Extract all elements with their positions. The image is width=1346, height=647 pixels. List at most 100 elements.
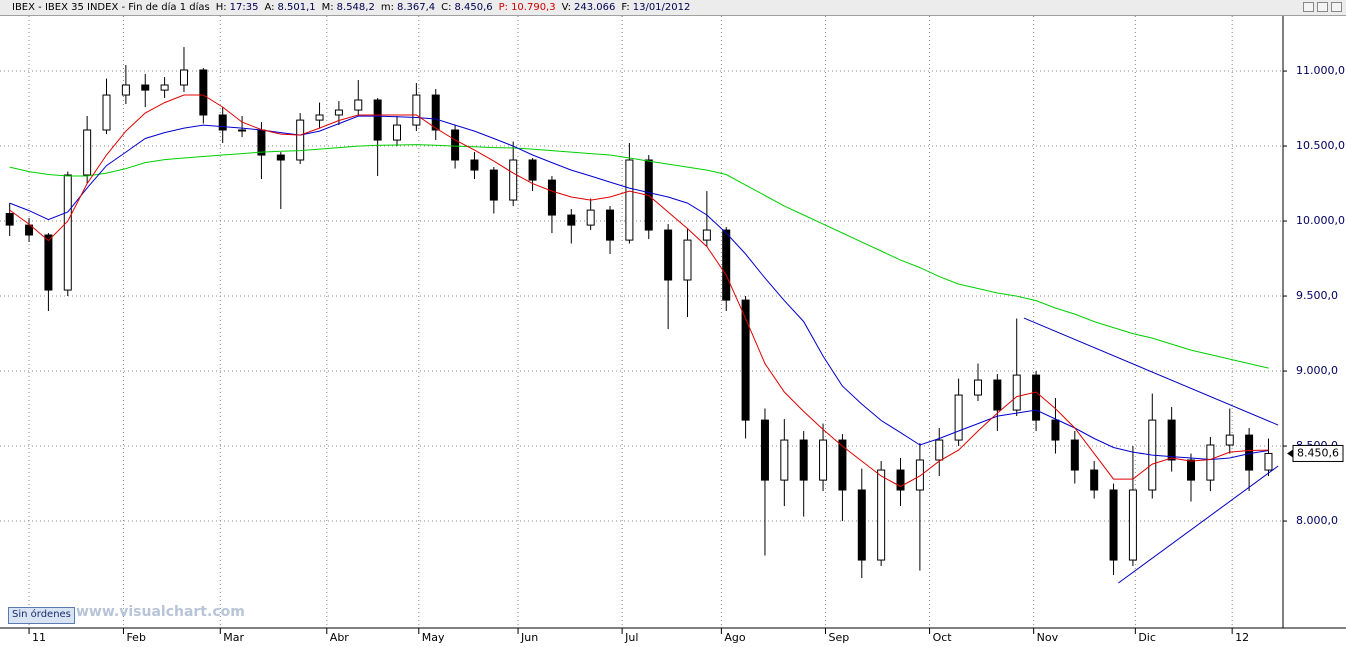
field-value: 13/01/2012 [632,2,691,13]
field-label: A: [264,2,275,13]
candle-body [915,459,924,491]
candle-body [954,394,963,441]
candle-body [1051,419,1060,441]
x-tick-label: May [422,631,445,644]
x-tick-label: Mar [223,631,244,644]
candle-body [412,94,421,126]
candle-body [238,129,247,132]
candle-body [760,419,769,481]
watermark: www.visualchart.com [76,604,245,620]
y-tick-label: 10.000,0 [1296,214,1345,227]
last-value-pointer [1287,449,1293,458]
moving-average-line [9,144,1269,369]
y-tick-label: 8.000,0 [1296,514,1338,527]
plot-area [0,16,1283,628]
candle-body [606,209,615,241]
candle-body [470,159,479,171]
candle-body [1167,419,1176,461]
moving-average-line [9,115,1269,461]
y-tick-label: 10.500,0 [1296,139,1345,152]
chart-title: IBEX - IBEX 35 INDEX - Fin de día 1 días [12,2,210,13]
candle-body [509,159,518,201]
candle-body [1264,452,1273,471]
candle-body [838,439,847,491]
candle-body [257,129,266,156]
candle-body [1090,469,1099,491]
close-button[interactable] [1331,2,1342,12]
field-label: m: [380,2,394,13]
field-label: H: [215,2,227,13]
x-tick-label: 11 [32,631,46,644]
candle-body [373,99,382,141]
header-bar: IBEX - IBEX 35 INDEX - Fin de día 1 días… [0,0,1346,16]
candle-body [489,169,498,201]
candle-body [1187,459,1196,481]
header-fields: H: 17:35 A: 8.501,1 M: 8.548,2 m: 8.367,4 C: 8.45… [216,2,697,13]
candle-body [218,114,227,131]
candle-body [567,214,576,226]
field-label: C: [441,2,452,13]
candle-body [683,239,692,281]
candle-body [935,439,944,461]
candle-body [141,84,150,91]
y-tick-label: 9.000,0 [1296,364,1338,377]
candle-body [1012,374,1021,411]
candle-body [354,99,363,111]
candle-body [1206,444,1215,481]
trend-line [1118,465,1279,584]
candle-body [1070,439,1079,471]
candle-body [1245,434,1254,471]
field-label: F: [621,2,630,13]
chart: 8.000,08.500,09.000,09.500,010.000,010.5… [0,16,1346,644]
candle-body [1109,489,1118,561]
candle-body [896,469,905,491]
candle-body [296,119,305,161]
candle-body [160,84,169,91]
candle-body [528,159,537,181]
orders-button[interactable]: Sin órdenes [8,607,75,624]
candle-body [63,174,72,291]
candle-body [819,439,828,481]
field-value: 10.790,3 [511,2,556,13]
trend-line [1023,317,1279,426]
candle-body [741,299,750,421]
x-tick-label: Sep [828,631,849,644]
y-tick-label: 9.500,0 [1296,289,1338,302]
last-value-label: 8.450,6 [1297,446,1339,459]
field-value: 243.066 [574,2,616,13]
field-value: 8.501,1 [277,2,316,13]
candle-body [1032,374,1041,421]
candle-body [1128,489,1137,561]
minimize-button[interactable] [1303,2,1314,12]
x-tick-label: 12 [1235,631,1249,644]
candle-body [276,154,285,161]
candle-body [877,469,886,561]
candle-body [780,439,789,481]
x-tick-label: Ago [724,631,746,644]
candle-body [44,234,53,291]
candle-body [586,209,595,226]
field-label: M: [321,2,334,13]
candle-body [722,229,731,301]
candle-body [799,439,808,481]
candle-body [547,179,556,216]
x-tick-label: Oct [933,631,953,644]
x-tick-label: Abr [330,631,350,644]
candle-body [857,489,866,561]
last-value-box [1292,444,1344,462]
restore-button[interactable] [1317,2,1328,12]
candle-body [625,159,634,241]
candle-body [451,129,460,161]
candle-body [25,224,34,236]
field-value: 17:35 [229,2,259,13]
candle-body [102,94,111,131]
field-value: 8.548,2 [336,2,375,13]
field-value: 8.450,6 [454,2,493,13]
candle-body [315,114,324,121]
y-tick-label: 11.000,0 [1296,64,1345,77]
candle-body [702,229,711,241]
candle-body [83,129,92,176]
candle-body [121,84,130,96]
field-label: V: [561,2,571,13]
